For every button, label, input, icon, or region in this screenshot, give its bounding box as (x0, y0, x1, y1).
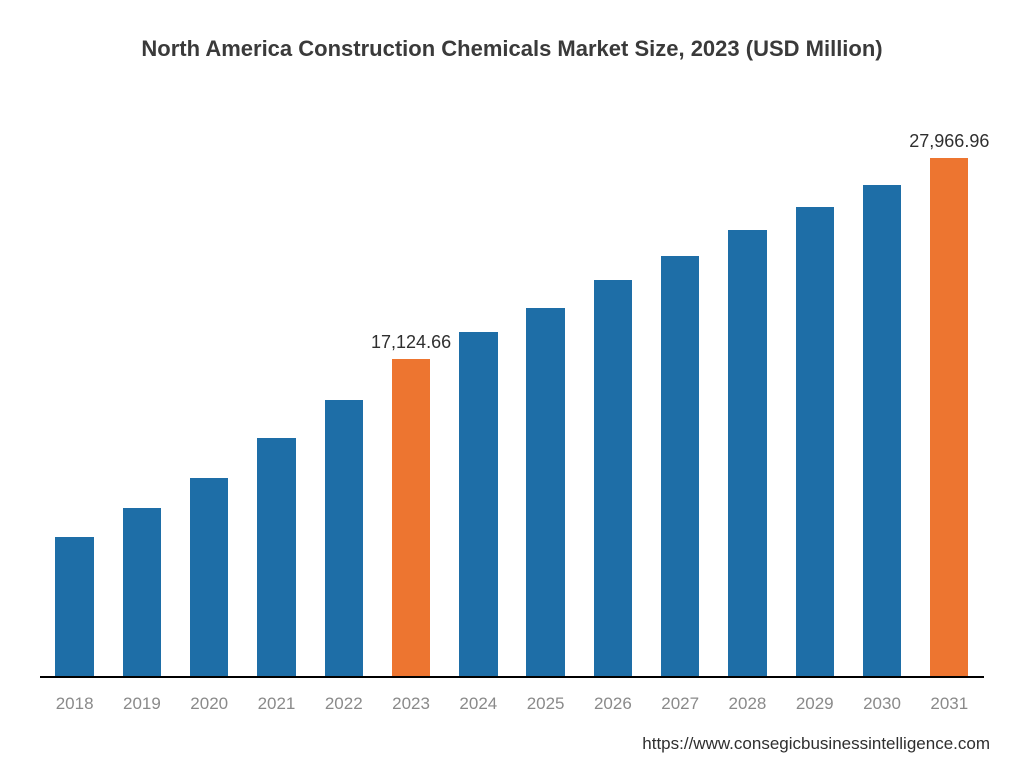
x-category-label: 2021 (250, 694, 303, 714)
bar-wrap (250, 120, 303, 678)
x-category-label: 2031 (923, 694, 976, 714)
bar-wrap (183, 120, 236, 678)
x-category-label: 2020 (183, 694, 236, 714)
x-axis-labels: 2018 2019 2020 2021 2022 2023 2024 2025 2026 2027… (40, 694, 984, 714)
bar-wrap (452, 120, 505, 678)
bar-wrap (115, 120, 168, 678)
bar-wrap: 17,124.66 (384, 120, 437, 678)
bar (459, 332, 497, 678)
bar (190, 478, 228, 678)
plot-area: 17,124.66 27,966.96 (40, 120, 984, 678)
bar (257, 438, 295, 678)
bar-wrap (855, 120, 908, 678)
x-category-label: 2030 (855, 694, 908, 714)
x-category-label: 2025 (519, 694, 572, 714)
x-category-label: 2022 (317, 694, 370, 714)
bar (728, 230, 766, 678)
bar (863, 185, 901, 678)
bar-wrap (654, 120, 707, 678)
bar-value-label: 27,966.96 (909, 131, 989, 152)
bar (796, 207, 834, 678)
bar-wrap: 27,966.96 (923, 120, 976, 678)
source-url: https://www.consegicbusinessintelligence… (0, 734, 990, 754)
x-category-label: 2023 (384, 694, 437, 714)
bar (123, 508, 161, 678)
chart-container: North America Construction Chemicals Mar… (0, 0, 1024, 768)
bar-value-label: 17,124.66 (371, 332, 451, 353)
bar-wrap (788, 120, 841, 678)
x-category-label: 2029 (788, 694, 841, 714)
bar-wrap (48, 120, 101, 678)
chart-title: North America Construction Chemicals Mar… (0, 36, 1024, 62)
x-category-label: 2019 (115, 694, 168, 714)
bar (392, 359, 430, 678)
bar (930, 158, 968, 678)
bar-wrap (586, 120, 639, 678)
bar-wrap (721, 120, 774, 678)
x-category-label: 2027 (654, 694, 707, 714)
bars-group: 17,124.66 27,966.96 (40, 120, 984, 678)
x-axis-line (40, 676, 984, 678)
x-category-label: 2026 (586, 694, 639, 714)
bar-wrap (519, 120, 572, 678)
x-category-label: 2024 (452, 694, 505, 714)
bar (325, 400, 363, 678)
bar (55, 537, 93, 678)
bar (526, 308, 564, 678)
bar (661, 256, 699, 678)
x-category-label: 2028 (721, 694, 774, 714)
x-category-label: 2018 (48, 694, 101, 714)
bar-wrap (317, 120, 370, 678)
bar (594, 280, 632, 678)
